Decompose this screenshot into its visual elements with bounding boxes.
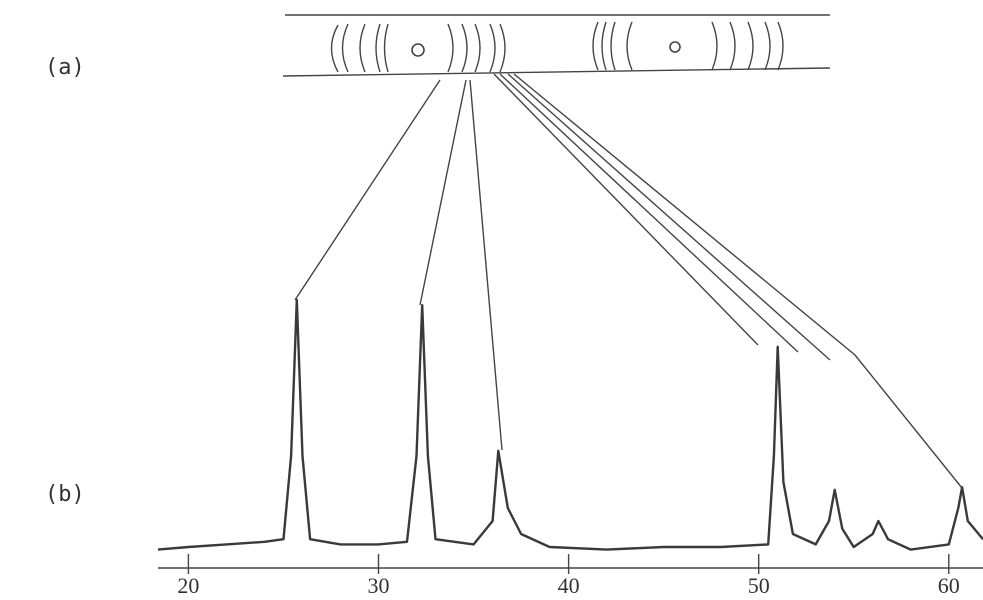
annotation: (a) (45, 55, 85, 80)
chart: (a) (b) 20 30 40 50 60 (0, 0, 983, 600)
x-tick-label: 30 (368, 573, 390, 598)
x-tick-label: 50 (748, 573, 770, 598)
connector-lines (295, 74, 962, 488)
diffraction-curve (158, 300, 983, 550)
film-strip (283, 15, 830, 76)
annotation: (b) (45, 482, 85, 507)
x-tick-label: 20 (177, 573, 199, 598)
x-tick-label: 40 (558, 573, 580, 598)
x-tick-label: 60 (938, 573, 960, 598)
